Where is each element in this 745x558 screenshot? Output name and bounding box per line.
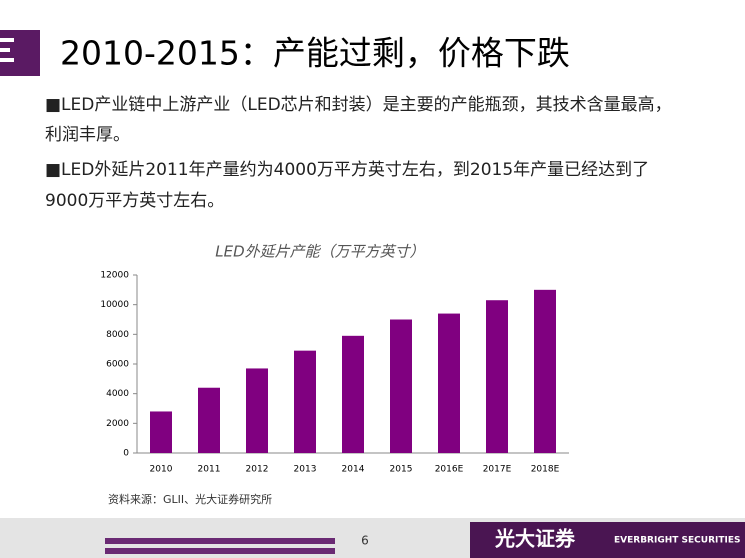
bar <box>294 350 316 453</box>
x-tick-label: 2015 <box>390 465 413 475</box>
x-tick-label: 2013 <box>294 465 317 475</box>
title-block <box>0 30 40 76</box>
source-note: 资料来源：GLII、光大证券研究所 <box>108 492 272 506</box>
x-tick-label: 2016E <box>435 465 464 475</box>
bar <box>390 319 412 453</box>
x-tick-label: 2014 <box>342 465 365 475</box>
bar <box>486 300 508 453</box>
bar <box>198 387 220 453</box>
bullet-line: 9000万平方英寸左右。 <box>45 191 224 211</box>
bullet-line: ■LED产业链中上游产业（LED芯片和封装）是主要的产能瓶颈，其技术含量最高， <box>45 95 672 115</box>
x-tick-label: 2018E <box>531 465 560 475</box>
x-tick-label: 2017E <box>483 465 512 475</box>
page-number: 6 <box>361 534 369 548</box>
bar <box>342 335 364 453</box>
y-tick-label: 6000 <box>106 360 129 370</box>
footer: 6 光大证券 EVERBRIGHT SECURITIES <box>0 518 745 558</box>
brand-cn: 光大证券 <box>494 527 576 551</box>
title-accent <box>0 30 40 76</box>
y-tick-label: 4000 <box>106 389 129 399</box>
chart-title: LED外延片产能（万平方英寸） <box>215 243 424 261</box>
x-tick-label: 2010 <box>150 465 173 475</box>
bar <box>246 368 268 453</box>
brand-en: EVERBRIGHT SECURITIES <box>614 536 740 546</box>
bar <box>150 411 172 453</box>
slide-title: 2010-2015：产能过剩，价格下跌 <box>60 34 570 73</box>
footer-stripe <box>105 538 335 544</box>
accent-stripe <box>0 58 14 62</box>
plot: 0 2000 4000 6000 8000 10000 12000 2010 2011 2012 2… <box>100 271 569 475</box>
bar <box>534 289 556 453</box>
y-tick-label: 10000 <box>100 300 129 310</box>
logo-band <box>470 522 745 558</box>
bar <box>438 313 460 453</box>
accent-stripe <box>0 38 14 42</box>
accent-stripe <box>0 48 10 52</box>
y-tick-label: 8000 <box>106 330 129 340</box>
bullet-line: 利润丰厚。 <box>45 125 130 145</box>
y-tick-label: 2000 <box>106 419 129 429</box>
y-tick-label: 12000 <box>100 271 129 281</box>
x-tick-label: 2011 <box>198 465 221 475</box>
x-tick-label: 2012 <box>246 465 269 475</box>
footer-stripe <box>105 548 335 554</box>
bullet-line: ■LED外延片2011年产量约为4000万平方英寸左右，到2015年产量已经达到… <box>45 160 649 180</box>
y-tick-label: 0 <box>123 449 129 459</box>
